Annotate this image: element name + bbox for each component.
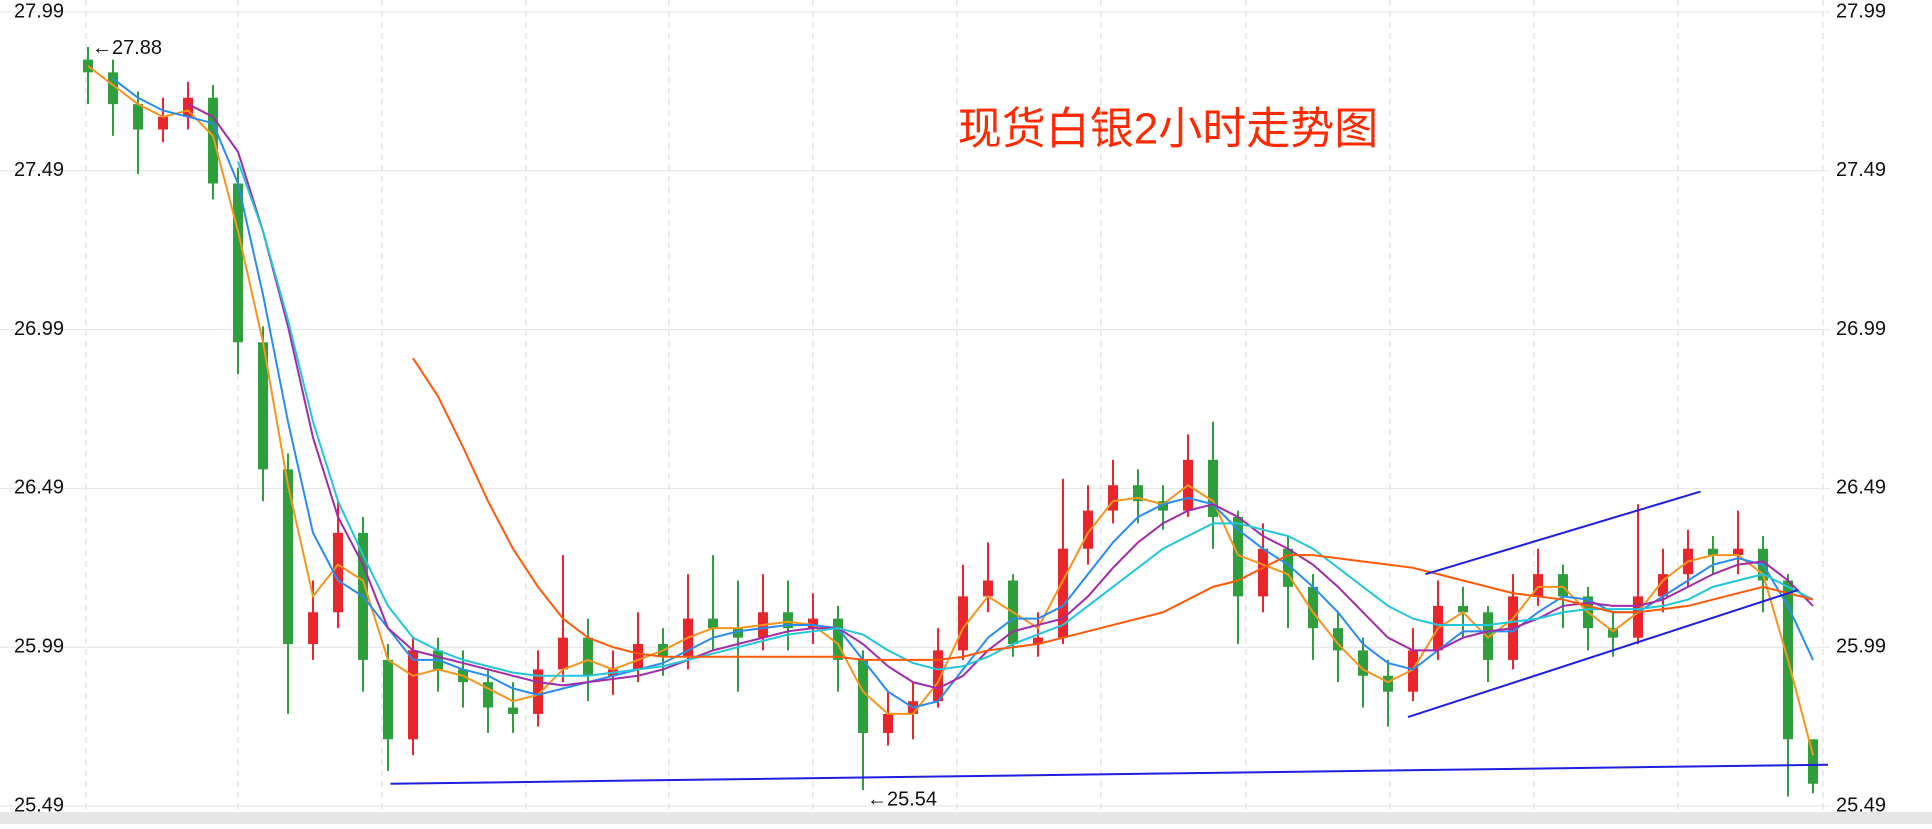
candle-body: [883, 713, 893, 733]
candle-body: [1458, 605, 1468, 613]
moving-average-line: [237, 160, 1814, 677]
candle-body: [1708, 548, 1718, 556]
candle-body: [1283, 548, 1293, 587]
candle-body: [708, 618, 718, 629]
candle-body: [333, 532, 343, 613]
chart-title: 现货白银2小时走势图: [958, 105, 1378, 154]
candle-body: [783, 612, 793, 629]
candle-body: [1658, 574, 1668, 597]
trend-line: [390, 763, 1829, 785]
candle-body: [1258, 548, 1268, 597]
candle-body: [733, 628, 743, 638]
y-tick-label: 27.99: [14, 0, 64, 22]
candle-body: [1133, 485, 1143, 502]
moving-average-line: [187, 103, 1814, 690]
candle-body: [558, 637, 568, 670]
y-tick-label: 26.99: [14, 318, 64, 340]
candle-body: [1633, 596, 1643, 638]
candle-body: [858, 659, 868, 733]
candle-body: [108, 72, 118, 105]
candle-body: [983, 580, 993, 597]
candle-body: [383, 659, 393, 740]
candle-body: [1483, 612, 1493, 660]
candle-body: [1358, 650, 1368, 676]
candle-body: [1608, 628, 1618, 638]
candle-body: [283, 469, 293, 645]
y-tick-label: 26.49: [14, 477, 64, 499]
candle-body: [1333, 628, 1343, 651]
price-annotation: ←25.54: [867, 788, 937, 810]
candle-body: [1108, 485, 1118, 511]
y-tick-label-right: 27.49: [1836, 159, 1886, 181]
candle-body: [208, 97, 218, 184]
candle-body: [1033, 637, 1043, 645]
candle-body: [158, 116, 168, 130]
y-tick-label-right: 26.99: [1836, 318, 1886, 340]
candle-body: [183, 97, 193, 117]
candle-body: [508, 707, 518, 714]
candle-body: [958, 596, 968, 651]
candle-body: [1533, 574, 1543, 597]
y-tick-label: 25.49: [14, 794, 64, 816]
candle-body: [1733, 548, 1743, 556]
candle-body: [808, 618, 818, 629]
candle-body: [933, 650, 943, 702]
candle-body: [633, 644, 643, 670]
candle-body: [408, 650, 418, 740]
candle-body: [1158, 501, 1168, 511]
moving-average-line: [412, 357, 1814, 661]
candle-body: [233, 183, 243, 343]
moving-average-line: [112, 77, 1814, 709]
candle-body: [1383, 675, 1393, 692]
candle-body: [833, 618, 843, 660]
y-tick-label: 27.49: [14, 159, 64, 181]
candle-body: [1083, 510, 1093, 549]
candle-body: [1233, 516, 1243, 597]
candle-body: [583, 637, 593, 676]
candle-body: [133, 104, 143, 130]
candle-body: [1558, 574, 1568, 597]
trend-line: [1407, 589, 1799, 719]
candle-body: [1058, 548, 1068, 638]
candle-body: [533, 669, 543, 714]
price-annotation: ←27.88: [92, 37, 162, 59]
candle-body: [258, 342, 268, 470]
candle-body: [1808, 739, 1818, 784]
candle-body: [1308, 586, 1318, 629]
trend-line: [1425, 490, 1701, 576]
y-tick-label-right: 26.49: [1836, 477, 1886, 499]
y-tick-label-right: 27.99: [1836, 0, 1886, 22]
moving-average-line: [87, 65, 1814, 756]
y-tick-label-right: 25.49: [1836, 794, 1886, 816]
candle-body: [1408, 650, 1418, 692]
y-tick-label-right: 25.99: [1836, 635, 1886, 657]
candle-body: [308, 612, 318, 645]
x-axis-band: [0, 812, 1932, 824]
y-tick-label: 25.99: [14, 635, 64, 657]
candle-body: [483, 682, 493, 708]
candle-body: [1208, 459, 1218, 517]
